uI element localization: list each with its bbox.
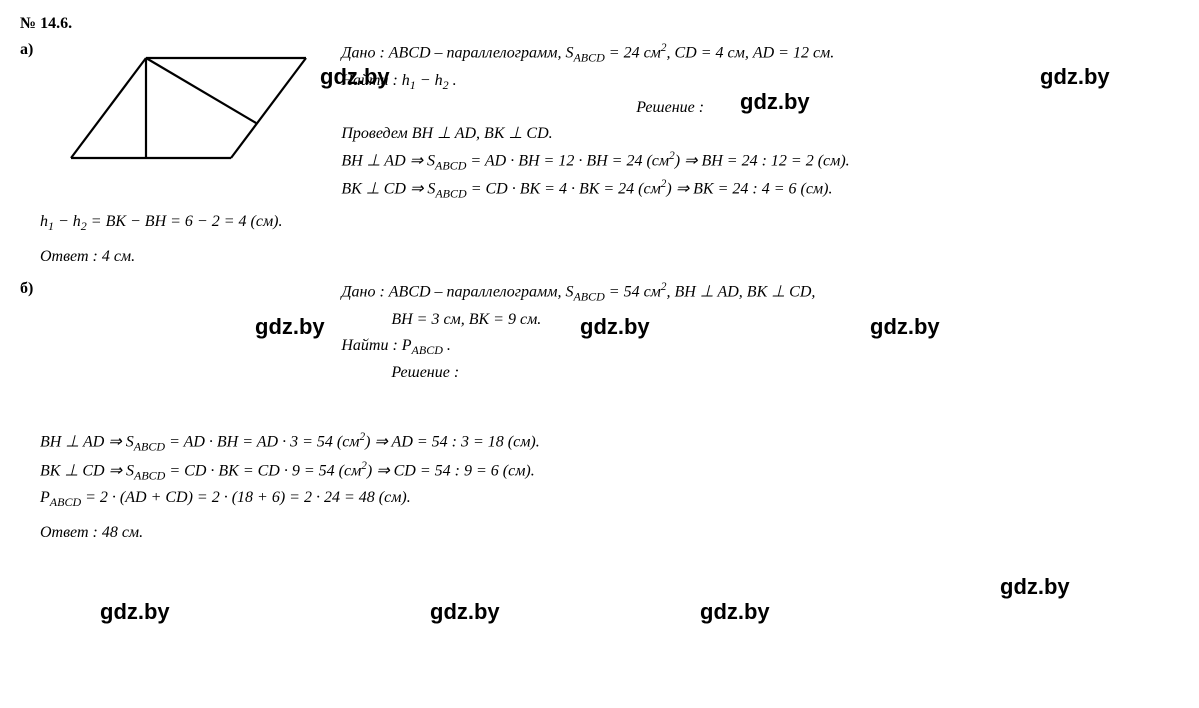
figure-a bbox=[61, 38, 321, 206]
construct-a: Проведем BH ⊥ AD, BK ⊥ CD. bbox=[341, 122, 1179, 146]
part-a-letter: а) bbox=[20, 38, 33, 62]
line-a3: h1 − h2 = BК − BH = 6 − 2 = 4 (см). bbox=[40, 210, 1179, 235]
answer-b: Ответ : 48 см. bbox=[40, 521, 1179, 545]
part-a: а) Дано : ABCD – параллелограмм, SABCD =… bbox=[20, 38, 1179, 206]
solution-label-a: Решение : bbox=[341, 96, 1179, 120]
given-b: Дано : ABCD – параллелограмм, SABCD = 54… bbox=[341, 279, 1179, 306]
watermark: gdz.by bbox=[430, 595, 500, 628]
watermark: gdz.by bbox=[700, 595, 770, 628]
figure-b bbox=[61, 277, 321, 425]
watermark: gdz.by bbox=[100, 595, 170, 628]
problem-number: № 14.6. bbox=[20, 12, 1179, 36]
line-b2: BK ⊥ CD ⇒ SABCD = CD · BK = CD · 9 = 54 … bbox=[40, 458, 1179, 485]
text-a: Дано : ABCD – параллелограмм, SABCD = 24… bbox=[341, 38, 1179, 205]
find-a: Найти : h1 − h2 . bbox=[341, 69, 1179, 94]
solution-label-b: Решение : bbox=[391, 361, 1179, 385]
line-a2: BK ⊥ CD ⇒ SABCD = CD · BK = 4 · BК = 24 … bbox=[341, 176, 1179, 203]
watermark: gdz.by bbox=[1000, 570, 1070, 603]
line-b1: BH ⊥ AD ⇒ SABCD = AD · BH = AD · 3 = 54 … bbox=[40, 429, 1179, 456]
line-a1: BH ⊥ AD ⇒ SABCD = AD · BH = 12 · BH = 24… bbox=[341, 148, 1179, 175]
part-b-letter: б) bbox=[20, 277, 33, 301]
answer-a: Ответ : 4 см. bbox=[40, 245, 1179, 269]
given-a: Дано : ABCD – параллелограмм, SABCD = 24… bbox=[341, 40, 1179, 67]
line-b3: PABCD = 2 · (AD + CD) = 2 · (18 + 6) = 2… bbox=[40, 486, 1179, 511]
find-b: Найти : PABCD . bbox=[341, 334, 1179, 359]
given-b2: BH = 3 см, BК = 9 см. bbox=[391, 308, 1179, 332]
part-b: б) Дано : ABCD – параллелограмм, SABCD =… bbox=[20, 277, 1179, 425]
text-b: Дано : ABCD – параллелограмм, SABCD = 54… bbox=[341, 277, 1179, 387]
